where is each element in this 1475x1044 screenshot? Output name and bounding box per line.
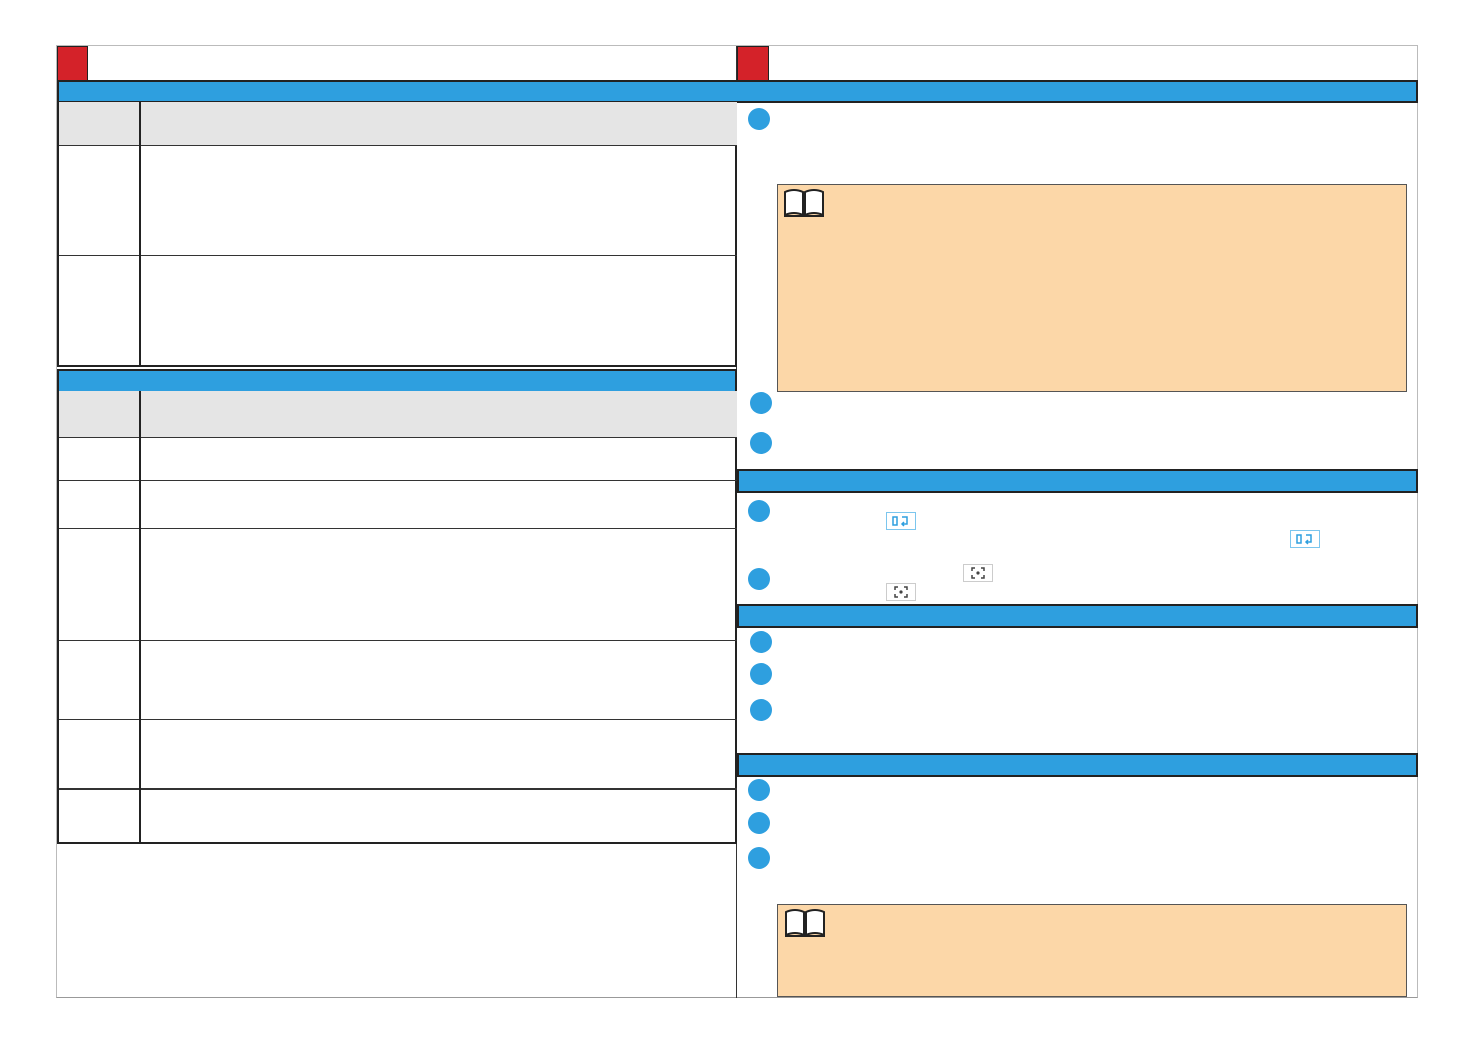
section-header-bar [57, 80, 1418, 103]
page-frame [56, 45, 1418, 998]
section-header-bar [737, 604, 1418, 628]
table-header [59, 391, 737, 437]
step-bullet [748, 847, 770, 869]
switch-camera-icon [1290, 530, 1320, 548]
row-divider [59, 437, 737, 438]
table-2 [57, 391, 737, 844]
note-box [777, 184, 1407, 392]
table-1 [57, 102, 737, 367]
step-bullet [750, 392, 772, 414]
row-divider [59, 719, 737, 720]
step-bullet [750, 631, 772, 653]
step-bullet [748, 812, 770, 834]
column-divider [139, 391, 141, 842]
step-bullet [748, 108, 770, 130]
step-bullet [750, 699, 772, 721]
book-icon [785, 909, 825, 937]
note-box [777, 904, 1407, 997]
row-divider [59, 640, 737, 641]
book-icon [784, 189, 824, 217]
right-section-marker [737, 46, 769, 81]
step-bullet [748, 568, 770, 590]
step-bullet [748, 500, 770, 522]
step-bullet [750, 432, 772, 454]
section-header-bar [737, 469, 1418, 493]
left-section-marker [57, 46, 88, 81]
row-divider [59, 788, 737, 790]
section-header-bar [737, 753, 1418, 777]
focus-icon [886, 583, 916, 601]
table-header [59, 102, 737, 145]
column-divider [139, 102, 141, 365]
row-divider [59, 480, 737, 481]
step-bullet [750, 663, 772, 685]
row-divider [59, 528, 737, 529]
focus-icon [963, 564, 993, 582]
switch-camera-icon [886, 512, 916, 530]
section-header-bar [57, 369, 737, 393]
row-divider [59, 255, 737, 256]
row-divider [59, 145, 737, 146]
step-bullet [748, 779, 770, 801]
